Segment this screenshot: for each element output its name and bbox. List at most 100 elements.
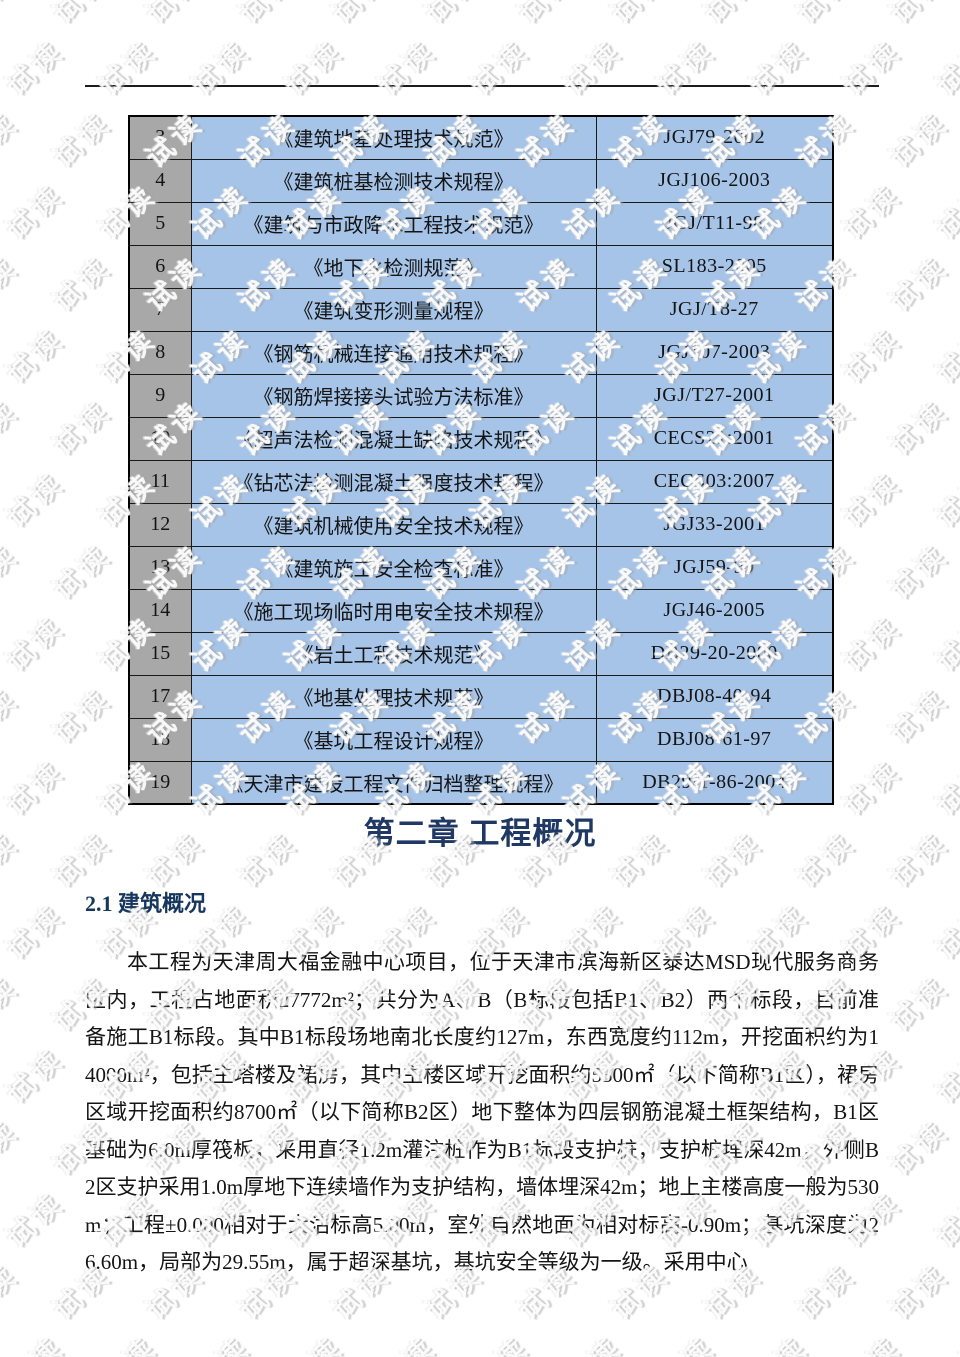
standard-code-cell: SL183-2005 [595,244,834,289]
watermark-text: 试读 [0,1114,24,1182]
watermark-text: 试读 [740,1326,816,1357]
watermark-text: 试读 [787,0,863,32]
watermark-text: 试读 [279,34,349,102]
watermark-text: 试读 [0,1326,72,1357]
watermark-text: 试读 [0,610,70,678]
watermark-text: 试读 [0,178,70,246]
table-row: 6 《地下水检测规范》 SL183-2005 [128,244,834,289]
watermark-text: 试读 [930,1042,960,1110]
table-row: 3 《建筑地基处理技术规范》 JGJ79-2002 [128,115,834,160]
standard-code-cell: JGJ46-2005 [595,588,834,633]
watermark-text: 试读 [558,34,628,102]
watermark-text: 试读 [884,106,954,174]
watermark-text: 试读 [647,1326,723,1357]
watermark-text: 试读 [322,0,398,32]
standard-code-cell: JGJ33-2001 [595,502,834,547]
watermark-text: 试读 [0,322,70,390]
watermark-text: 试读 [0,1258,24,1326]
row-number-cell: 6 [128,244,192,289]
standard-code-cell: JGJ/T8-27 [595,287,834,332]
standard-name-cell: 《建筑机械使用安全技术规程》 [190,502,597,547]
standard-name-cell: 《天津市建设工程文件归档整理规程》 [190,760,597,805]
row-number-cell: 3 [128,115,192,160]
watermark-text: 试读 [884,538,954,606]
watermark-text: 试读 [47,250,117,318]
watermark-text: 试读 [0,682,24,750]
standard-name-cell: 《地下水检测规范》 [190,244,597,289]
watermark-text: 试读 [508,0,584,32]
standard-code-cell: CECS03:2007 [595,459,834,504]
watermark-text: 试读 [47,394,117,462]
table-row: 15 《岩土工程技术规范》 DB29-20-2000 [128,631,834,676]
row-number-cell: 7 [128,287,192,332]
standard-name-cell: 《超声法检测混凝土缺陷技术规程》 [190,416,597,461]
row-number-cell: 18 [128,717,192,762]
watermark-text: 试读 [837,178,907,246]
standard-name-cell: 《钻芯法检测混凝土强度技术规程》 [190,459,597,504]
table-row: 10 《超声法检测混凝土缺陷技术规程》 CECS21:2001 [128,416,834,461]
row-number-cell: 9 [128,373,192,418]
watermark-text: 试读 [0,250,24,318]
watermark-text: 试读 [837,34,907,102]
standard-code-cell: DBJ08-61-97 [595,717,834,762]
watermark-text: 试读 [601,0,677,32]
standard-code-cell: DB29/T-86-2004 [595,760,834,805]
chapter-title: 第二章 工程概况 [363,816,597,851]
watermark-text: 试读 [926,1326,960,1357]
standards-table: 3 《建筑地基处理技术规范》 JGJ79-2002 4 《建筑桩基检测技术规程》… [128,115,834,805]
watermark-text: 试读 [0,970,24,1038]
watermark-text: 试读 [93,34,163,102]
watermark-text: 试读 [930,322,960,390]
watermark-text: 试读 [837,322,907,390]
table-row: 7 《建筑变形测量规程》 JGJ/T8-27 [128,287,834,332]
watermark-text: 试读 [136,0,212,32]
row-number-cell: 15 [128,631,192,676]
watermark-text: 试读 [930,466,960,534]
watermark-text: 试读 [930,898,960,966]
section-title: 2.1 建筑概况 [85,891,207,916]
watermark-text: 试读 [368,1326,444,1357]
watermark-text: 试读 [884,394,954,462]
table-row: 17 《地基处理技术规范》 DBJ08-40-94 [128,674,834,719]
watermark-text: 试读 [89,1326,165,1357]
watermark-text: 试读 [884,1258,954,1326]
watermark-text: 试读 [884,1114,954,1182]
watermark-text: 试读 [930,178,960,246]
standard-name-cell: 《钢筋机械连接通用技术规程》 [190,330,597,375]
standard-code-cell: DB29-20-2000 [595,631,834,676]
standard-name-cell: 《地基处理技术规范》 [190,674,597,719]
row-number-cell: 17 [128,674,192,719]
watermark-text: 试读 [884,682,954,750]
watermark-text: 试读 [47,538,117,606]
row-number-cell: 5 [128,201,192,246]
watermark-text: 试读 [415,0,491,32]
watermark-text: 试读 [554,1326,630,1357]
standard-name-cell: 《施工现场临时用电安全技术规程》 [190,588,597,633]
row-number-cell: 19 [128,760,192,805]
watermark-text: 试读 [0,1186,70,1254]
watermark-text: 试读 [837,610,907,678]
standard-name-cell: 《岩土工程技术规范》 [190,631,597,676]
watermark-text: 试读 [47,682,117,750]
watermark-text: 试读 [182,1326,258,1357]
standard-name-cell: 《建筑变形测量规程》 [190,287,597,332]
watermark-text: 试读 [229,0,305,32]
watermark-text: 试读 [0,538,24,606]
watermark-text: 试读 [833,1326,909,1357]
standard-name-cell: 《钢筋焊接接头试验方法标准》 [190,373,597,418]
table-row: 11 《钻芯法检测混凝土强度技术规程》 CECS03:2007 [128,459,834,504]
standard-code-cell: DBJ08-40-94 [595,674,834,719]
watermark-text: 试读 [0,1042,70,1110]
standard-code-cell: JGJ59-99 [595,545,834,590]
watermark-text: 试读 [461,1326,537,1357]
watermark-text: 试读 [0,466,70,534]
row-number-cell: 10 [128,416,192,461]
standard-code-cell: JGJ/T27-2001 [595,373,834,418]
watermark-text: 试读 [694,0,770,32]
standard-name-cell: 《建筑桩基检测技术规程》 [190,158,597,203]
table-row: 12 《建筑机械使用安全技术规程》 JGJ33-2001 [128,502,834,547]
standard-code-cell: JGJ106-2003 [595,158,834,203]
standard-name-cell: 《基坑工程设计规程》 [190,717,597,762]
row-number-cell: 12 [128,502,192,547]
watermark-text: 试读 [275,1326,351,1357]
